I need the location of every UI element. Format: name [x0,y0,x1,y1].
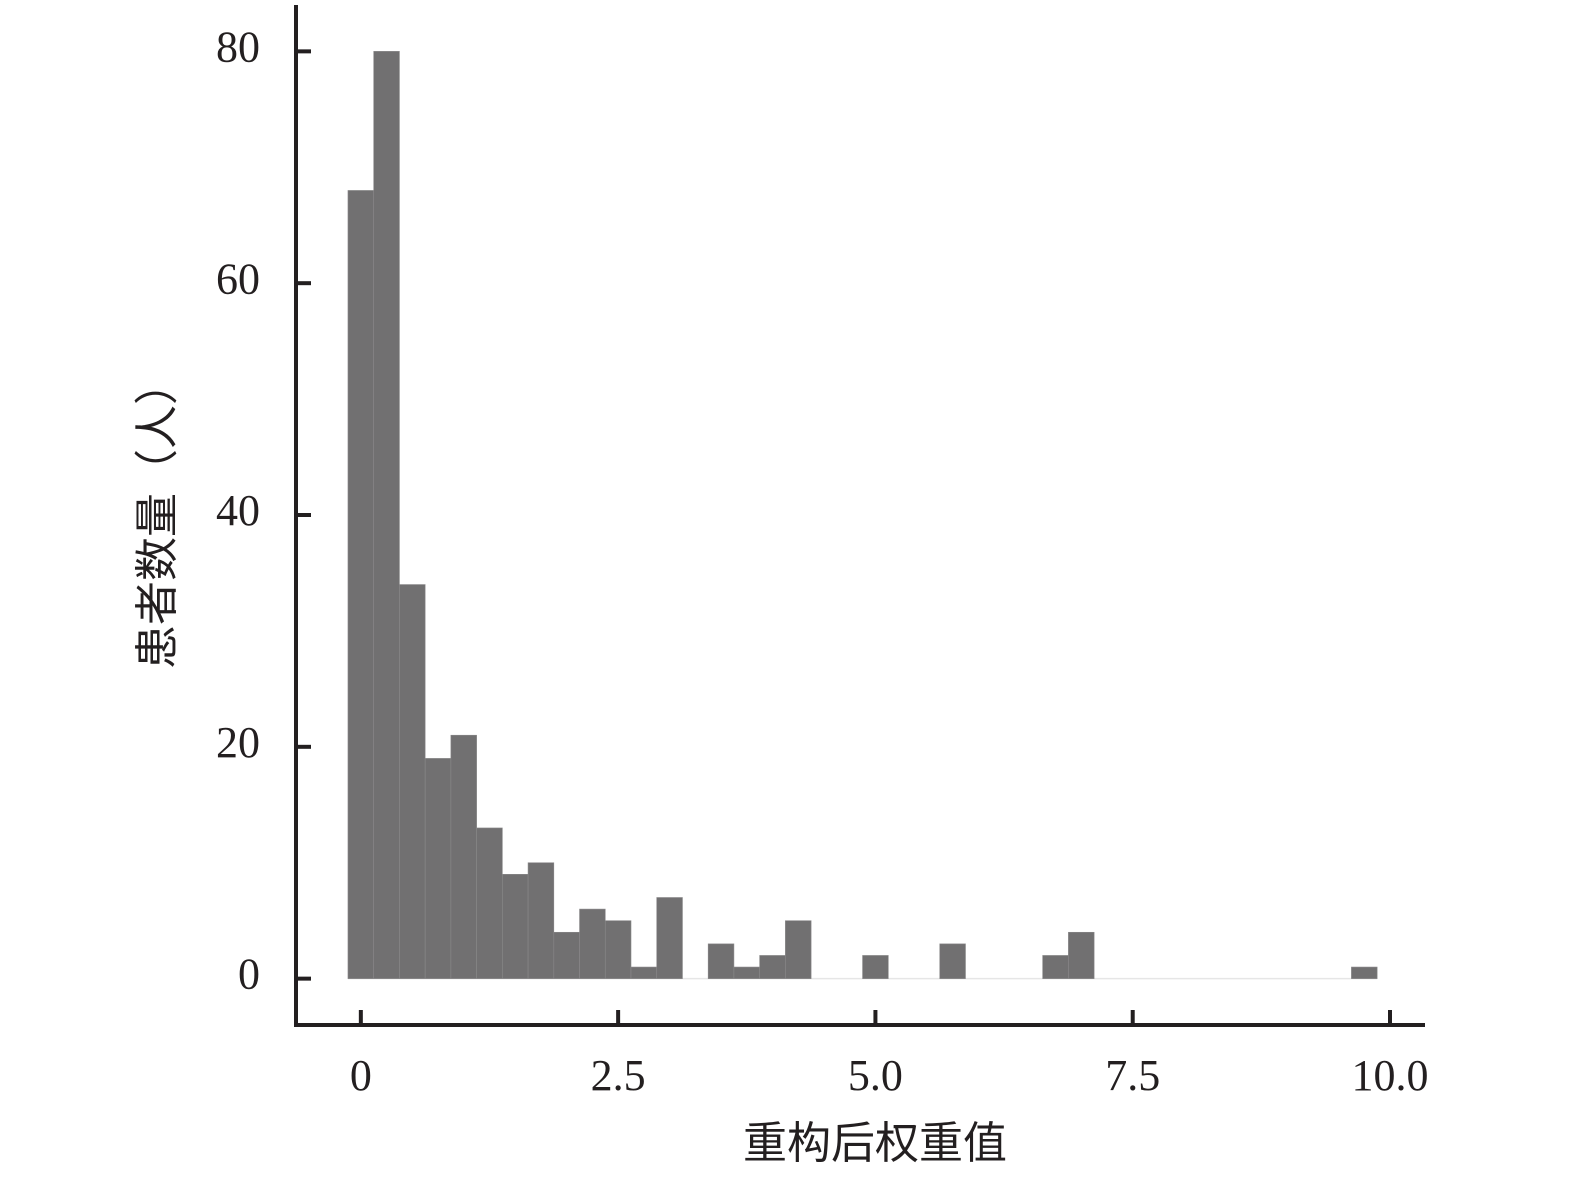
bar [939,943,966,979]
bar [604,920,632,979]
bar [579,908,606,979]
bar [733,966,760,979]
bar [553,931,580,979]
y-tick-label: 40 [216,486,260,535]
x-tick-label: 0 [350,1051,372,1100]
x-tick-label: 2.5 [591,1051,646,1100]
bar [862,955,889,979]
bar [424,758,452,979]
bar [1351,966,1378,979]
y-tick-label: 20 [216,718,260,767]
x-axis-label: 重构后权重值 [743,1119,1007,1168]
y-tick-label: 80 [216,22,260,71]
y-axis-label: 患者数量（人） [133,361,182,669]
bar [527,862,555,979]
bar [656,897,683,979]
bar [630,966,658,979]
bar [502,874,529,979]
bar [707,943,735,979]
bar [1042,955,1069,979]
bar [399,584,426,979]
y-tick-label: 0 [238,950,260,999]
bar [347,190,375,979]
bar [476,827,503,979]
bar [450,734,477,979]
y-tick-label: 60 [216,254,260,303]
bar [759,955,786,979]
bar [1068,931,1095,979]
bar [785,920,812,979]
x-tick-label: 7.5 [1105,1051,1160,1100]
x-tick-label: 10.0 [1352,1051,1429,1100]
bar [373,51,400,979]
x-tick-label: 5.0 [848,1051,903,1100]
